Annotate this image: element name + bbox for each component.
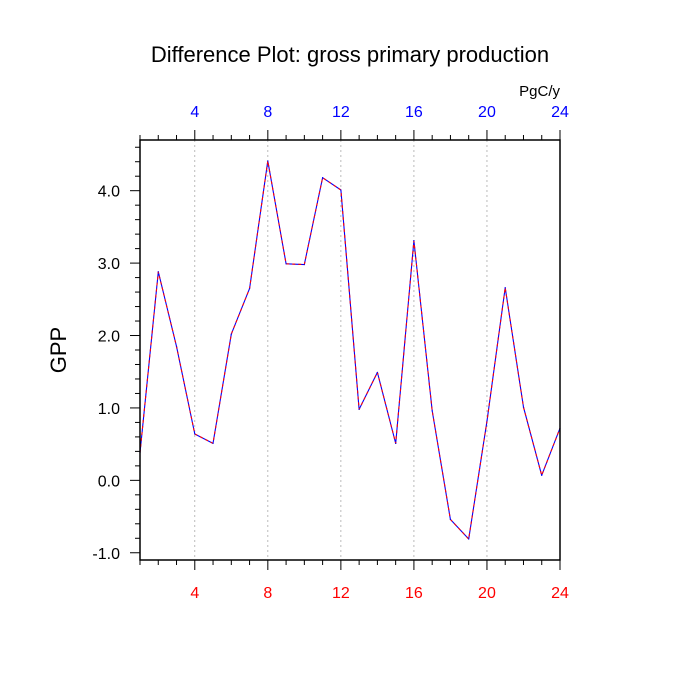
y-axis-label: GPP — [46, 327, 71, 373]
vertical-gridlines — [194, 140, 488, 560]
x-tick-label-bottom: 24 — [551, 585, 569, 602]
data-point — [175, 345, 178, 347]
data-point — [504, 287, 506, 289]
data-point — [413, 240, 415, 242]
y-tick-label: 4.0 — [98, 184, 120, 201]
y-tick-label: 3.0 — [98, 256, 120, 273]
x-tick-label-top: 24 — [551, 104, 569, 121]
x-tick-label-top: 16 — [405, 104, 423, 121]
axis-ticks — [130, 130, 561, 570]
x-tick-label-bottom: 8 — [263, 585, 272, 602]
data-point — [468, 538, 470, 540]
data-point — [486, 420, 488, 422]
data-point — [395, 442, 397, 445]
data-point — [522, 406, 525, 408]
data-point — [248, 287, 251, 290]
data-point — [322, 177, 324, 179]
y-tick-label: 1.0 — [98, 401, 120, 418]
y-tick-label: 0.0 — [98, 473, 120, 490]
x-tick-label-top: 4 — [190, 104, 199, 121]
chart-title: Difference Plot: gross primary productio… — [151, 42, 549, 67]
x-tick-label-top: 12 — [332, 104, 350, 121]
data-point — [194, 433, 196, 435]
data-point — [541, 474, 543, 476]
data-point — [212, 442, 214, 445]
units-label: PgC/y — [519, 83, 560, 100]
x-tick-label-top: 8 — [263, 104, 272, 121]
data-point — [285, 263, 287, 265]
x-tick-label-bottom: 16 — [405, 585, 423, 602]
x-tick-label-top: 20 — [478, 104, 496, 121]
tick-labels: -1.0 0.0 1.0 2.0 3.0 4.0 4 4 8 8 12 12 16 16 20 20 24 24 — [92, 104, 569, 602]
y-tick-label: 2.0 — [98, 329, 120, 346]
data-point — [340, 189, 342, 191]
data-point — [376, 371, 378, 374]
data-point — [303, 263, 305, 266]
series-layer — [139, 160, 561, 540]
x-tick-label-bottom: 12 — [332, 585, 350, 602]
series-line-dash-difference — [139, 160, 561, 540]
data-point — [358, 408, 360, 410]
data-point — [230, 333, 232, 335]
data-point — [449, 518, 452, 521]
y-tick-label: -1.0 — [92, 546, 120, 563]
x-tick-label-bottom: 4 — [190, 585, 199, 602]
data-point — [157, 271, 159, 273]
plot-frame — [139, 139, 561, 561]
data-point — [431, 410, 433, 412]
x-tick-label-bottom: 20 — [478, 585, 496, 602]
data-point — [267, 160, 269, 162]
